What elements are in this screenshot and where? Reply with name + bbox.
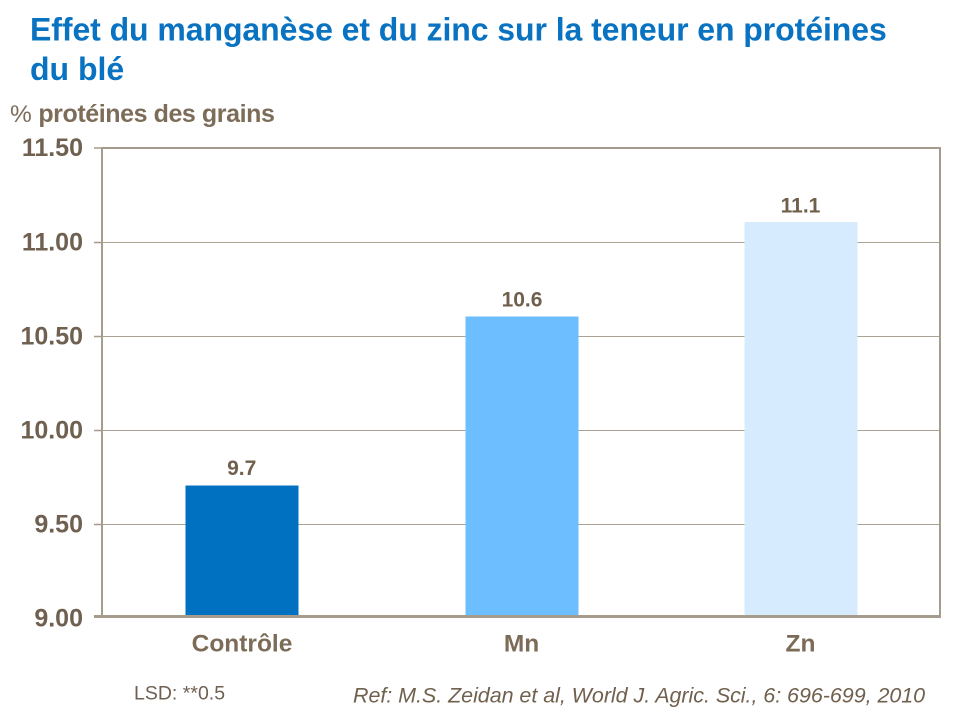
svg-text:% protéines des grains: % protéines des grains xyxy=(10,100,274,128)
svg-text:11.00: 11.00 xyxy=(22,229,83,257)
svg-text:10.6: 10.6 xyxy=(502,289,543,312)
svg-text:11.50: 11.50 xyxy=(22,134,83,162)
svg-text:Zn: Zn xyxy=(786,631,816,658)
svg-text:9.00: 9.00 xyxy=(34,605,83,633)
svg-text:Effet du manganèse et du zinc: Effet du manganèse et du zinc sur la ten… xyxy=(30,12,887,48)
svg-text:Contrôle: Contrôle xyxy=(192,631,293,658)
svg-text:11.1: 11.1 xyxy=(781,195,821,218)
svg-text:10.00: 10.00 xyxy=(20,417,83,445)
svg-text:9.7: 9.7 xyxy=(227,457,256,480)
svg-text:Mn: Mn xyxy=(504,631,539,658)
svg-text:9.50: 9.50 xyxy=(34,511,83,539)
svg-text:LSD: **0.5: LSD: **0.5 xyxy=(134,683,225,705)
svg-text:10.50: 10.50 xyxy=(20,323,83,351)
svg-text:Ref: M.S. Zeidan et al, World: Ref: M.S. Zeidan et al, World J. Agric. … xyxy=(353,684,925,708)
svg-text:du blé: du blé xyxy=(30,51,124,87)
